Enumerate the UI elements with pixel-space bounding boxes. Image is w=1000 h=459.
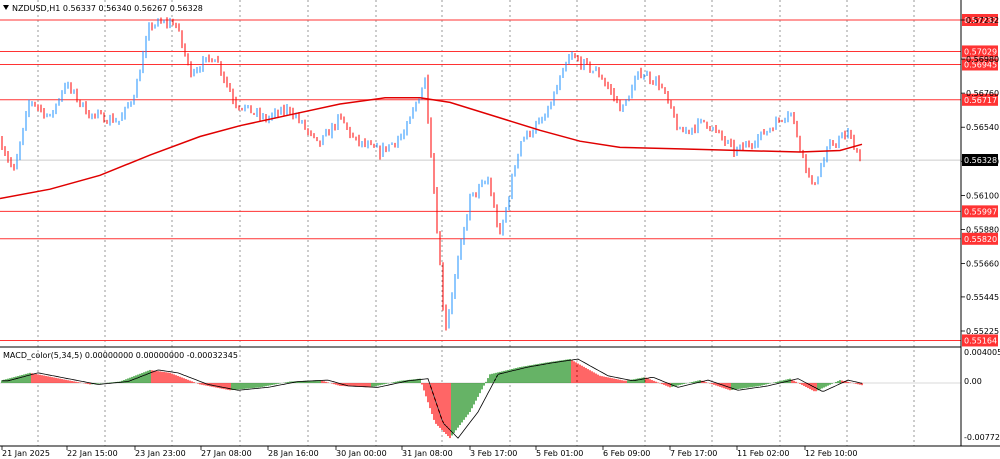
time-axis-label: 7 Feb 17:00	[670, 449, 717, 458]
price-line-box	[962, 45, 998, 58]
price-axis-tick: 0.56760	[966, 89, 999, 98]
price-axis-tick: 0.57232	[966, 16, 999, 25]
price-line-box	[962, 93, 998, 106]
macd-histogram	[1, 359, 863, 439]
price-axis-tick: 0.55445	[966, 293, 999, 302]
current-price-box	[962, 154, 998, 166]
time-axis-label: 3 Feb 17:00	[470, 449, 517, 458]
time-axis-label: 11 Feb 02:00	[737, 449, 789, 458]
time-axis-label: 28 Jan 16:00	[268, 449, 319, 458]
current-price-label: 0.56328	[964, 156, 997, 165]
time-axis-label: 23 Jan 23:00	[135, 449, 186, 458]
price-line-box	[962, 14, 998, 26]
macd-axis-tick: 0.00	[964, 377, 982, 386]
price-line-label: 0.57029	[964, 47, 997, 56]
price-line-label: 0.55997	[964, 207, 997, 216]
price-axis: 0.572320.569800.567600.565400.563200.561…	[961, 16, 999, 336]
time-axis-label: 30 Jan 00:00	[336, 449, 387, 458]
price-axis-tick: 0.55660	[966, 260, 999, 269]
price-line-box	[962, 205, 998, 218]
macd-title: MACD_color(5,34,5) 0.00000000 0.00000000…	[3, 351, 238, 360]
collapse-triangle-icon[interactable]	[3, 5, 9, 10]
moving-average-line	[0, 97, 863, 200]
time-axis-label: 5 Feb 01:00	[536, 449, 583, 458]
candles	[1, 17, 861, 331]
price-line-box	[962, 232, 998, 245]
symbol-info: NZDUSD,H1 0.56337 0.56340 0.56267 0.5632…	[12, 4, 203, 13]
price-axis-tick: 0.55880	[966, 226, 999, 235]
time-axis: 21 Jan 2025 22 Jan 15:00 23 Jan 23:00 27 Ja…	[1, 446, 857, 458]
price-line-label: 0.57232	[964, 16, 997, 25]
price-line-box	[962, 334, 998, 347]
macd-signal-line	[2, 358, 863, 439]
time-axis-label: 27 Jan 08:00	[201, 449, 252, 458]
price-line-label: 0.55164	[964, 336, 997, 345]
price-line-label: 0.56945	[964, 60, 997, 69]
macd-axis-tick: -0.0077270	[964, 433, 1000, 442]
price-line-label: 0.55820	[964, 235, 997, 244]
macd-axis-tick: 0.0040051	[964, 348, 1000, 357]
horizontal-lines[interactable]: 0.57232 0.57029 0.56945 0.56717 0.55997 0.558…	[0, 14, 998, 347]
time-axis-label: 22 Jan 15:00	[67, 449, 118, 458]
price-axis-tick: 0.55225	[966, 327, 999, 336]
time-axis-label: 31 Jan 08:00	[402, 449, 453, 458]
price-axis-tick: 0.56540	[966, 123, 999, 132]
price-axis-tick: 0.56980	[966, 55, 999, 64]
time-axis-label: 21 Jan 2025	[2, 449, 50, 458]
price-axis-tick: 0.56100	[966, 191, 999, 200]
macd-axis: 0.0040051 0.00 -0.0077270	[964, 348, 1000, 442]
price-line-label: 0.56717	[964, 96, 997, 105]
time-axis-label: 12 Feb 10:00	[805, 449, 857, 458]
time-axis-label: 6 Feb 09:00	[603, 449, 650, 458]
price-line-box	[962, 58, 998, 71]
